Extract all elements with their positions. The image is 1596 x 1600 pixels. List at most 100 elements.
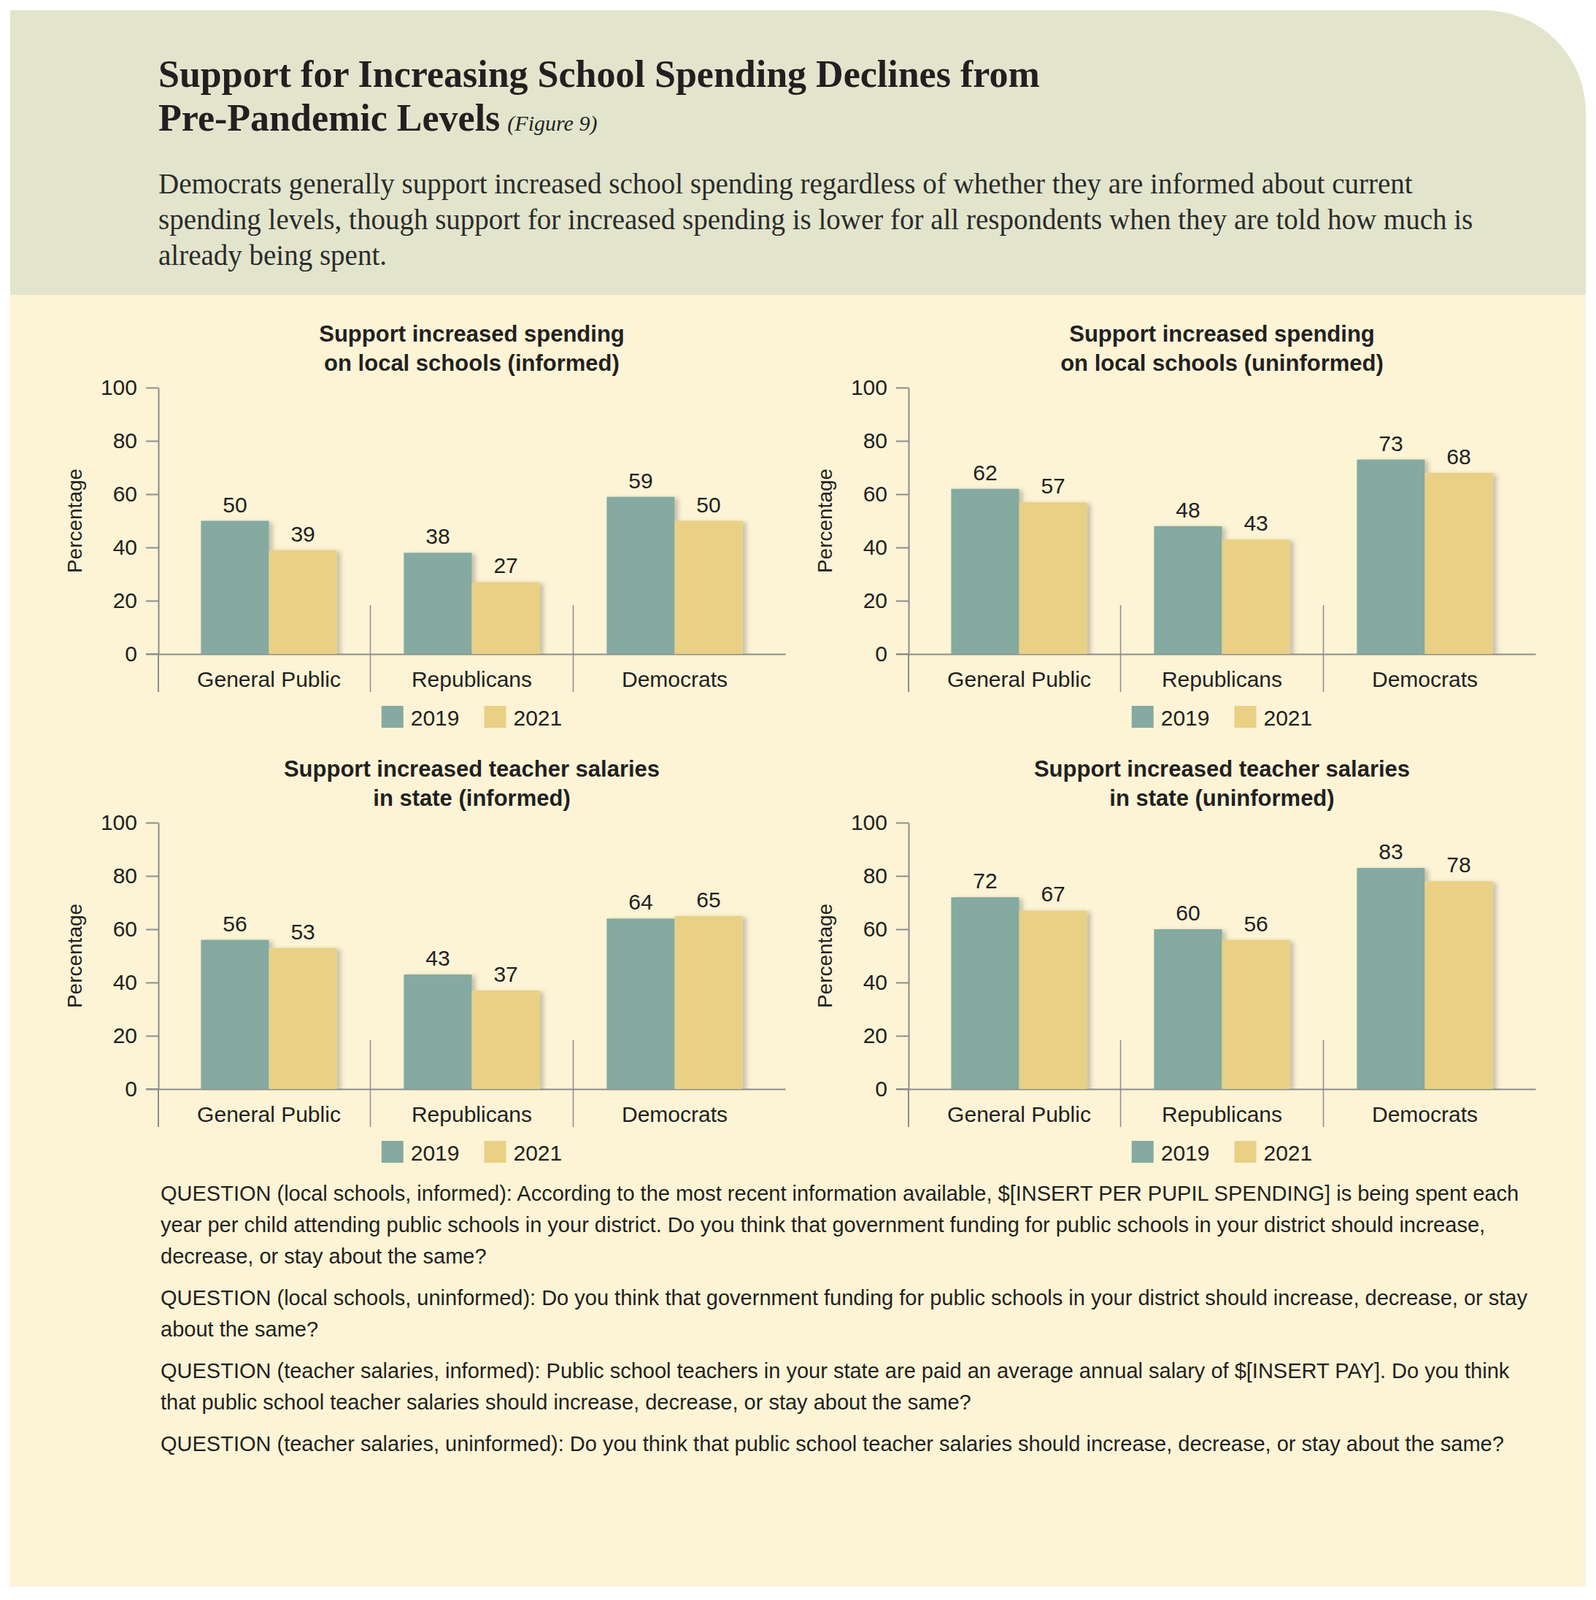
data-label: 56 <box>222 911 247 936</box>
y-tick: 100 <box>850 375 909 400</box>
legend: 20192021 <box>1131 705 1313 730</box>
legend: 20192021 <box>1131 1140 1313 1165</box>
data-labels: 503859392750 <box>222 468 721 578</box>
x-axis-extension <box>145 653 159 655</box>
x-tick: Republicans <box>411 1088 532 1127</box>
legend-item: 2021 <box>484 705 563 730</box>
y-tick-mark <box>896 547 909 549</box>
bar <box>950 488 1019 654</box>
y-tick-mark <box>896 822 909 824</box>
x-tick: General Public <box>947 653 1092 692</box>
data-label: 59 <box>628 468 653 493</box>
x-axis-extension <box>896 1088 909 1090</box>
data-labels: 624873574368 <box>972 431 1471 536</box>
y-tick-mark <box>896 440 909 443</box>
y-tick-mark <box>145 440 159 443</box>
data-label: 73 <box>1378 431 1403 456</box>
category-separator <box>369 1039 372 1127</box>
y-tick-label: 100 <box>100 810 138 835</box>
y-tick-label: 80 <box>113 428 138 453</box>
bar <box>1356 459 1425 654</box>
legend-swatch <box>1234 1140 1257 1163</box>
y-tick-mark <box>896 387 909 389</box>
plot: 020406080100General PublicRepublicansDem… <box>100 375 786 692</box>
bar <box>1222 939 1291 1089</box>
data-label: 60 <box>1175 900 1200 925</box>
bar <box>1153 526 1222 654</box>
data-label: 68 <box>1446 444 1471 469</box>
legend-label: 2021 <box>1263 1140 1313 1165</box>
data-label: 78 <box>1446 852 1471 877</box>
legend-label: 2021 <box>513 705 563 730</box>
y-tick: 0 <box>874 641 909 666</box>
x-tick-label: General Public <box>197 667 341 692</box>
x-tick-label: Republicans <box>411 667 532 692</box>
legend-item: 2019 <box>381 1140 460 1165</box>
y-tick: 100 <box>100 810 159 835</box>
chart-title: Support increased teacher salariesin sta… <box>283 756 660 811</box>
y-tick: 40 <box>863 534 909 560</box>
axis-extension <box>907 1088 910 1127</box>
category-separator <box>1323 1039 1325 1127</box>
chart-title-line: in state (informed) <box>372 785 570 811</box>
y-tick-mark <box>896 1088 909 1091</box>
legend-item: 2019 <box>381 705 460 730</box>
page: Support for Increasing School Spending D… <box>0 0 1596 1600</box>
plot: 020406080100General PublicRepublicansDem… <box>850 375 1537 692</box>
data-label: 53 <box>290 919 315 944</box>
x-tick: Democrats <box>1371 1088 1478 1127</box>
legend-swatch <box>381 1140 404 1163</box>
y-tick: 60 <box>113 916 159 941</box>
data-label: 37 <box>493 961 518 986</box>
y-tick-mark <box>896 1035 909 1037</box>
y-tick-mark <box>145 387 159 389</box>
chart-title: Support increased teacher salariesin sta… <box>1034 756 1410 811</box>
data-labels: 564364533765 <box>222 887 721 986</box>
y-tick: 20 <box>113 1023 159 1048</box>
y-tick: 0 <box>874 1076 909 1101</box>
data-label: 64 <box>628 889 653 914</box>
bars <box>200 496 743 654</box>
y-tick-mark <box>145 875 159 878</box>
legend-swatch <box>381 705 404 728</box>
legend-label: 2021 <box>1263 705 1313 730</box>
y-tick: 100 <box>100 375 159 400</box>
legend-label: 2019 <box>410 705 460 730</box>
y-tick: 60 <box>863 481 909 506</box>
category-separator <box>1120 604 1122 692</box>
chart: Support increased teacher salariesin sta… <box>29 741 818 1180</box>
bar <box>1019 502 1088 654</box>
y-tick: 0 <box>124 641 159 666</box>
legend: 2019 2021 <box>381 705 563 730</box>
y-tick-label: 100 <box>850 375 888 400</box>
data-label: 57 <box>1040 473 1065 498</box>
data-label: 39 <box>290 521 315 546</box>
bars <box>200 915 743 1089</box>
chart-title: Support increased spendingon local schoo… <box>1060 321 1384 376</box>
x-tick-label: Democrats <box>1371 667 1478 692</box>
question: QUESTION (local schools, uninformed): Do… <box>160 1282 1533 1345</box>
y-tick-label: 100 <box>850 810 888 835</box>
category-separator <box>1120 1039 1122 1127</box>
y-axis-title: Percentage <box>63 468 87 573</box>
bar <box>1222 539 1291 654</box>
bar <box>200 939 269 1089</box>
y-tick: 20 <box>863 588 909 613</box>
bar <box>1424 472 1493 654</box>
y-tick-mark <box>896 494 909 496</box>
y-tick-mark <box>145 1088 159 1091</box>
x-axis-extension <box>896 653 909 655</box>
y-tick-mark <box>896 875 909 878</box>
axis-extension <box>157 653 160 692</box>
y-tick-label: 60 <box>113 916 138 941</box>
chart-title-line: Support increased teacher salaries <box>1034 756 1410 782</box>
plot: 020406080100General PublicRepublicansDem… <box>100 810 786 1127</box>
bar <box>950 896 1019 1089</box>
header: Support for Increasing School Spending D… <box>10 10 1586 295</box>
x-tick-label: Republicans <box>1161 667 1283 692</box>
y-tick: 80 <box>113 428 159 453</box>
bars <box>950 459 1493 654</box>
y-axis-line <box>908 823 911 1090</box>
legend-label: 2021 <box>513 1140 563 1165</box>
y-tick: 40 <box>113 969 159 994</box>
